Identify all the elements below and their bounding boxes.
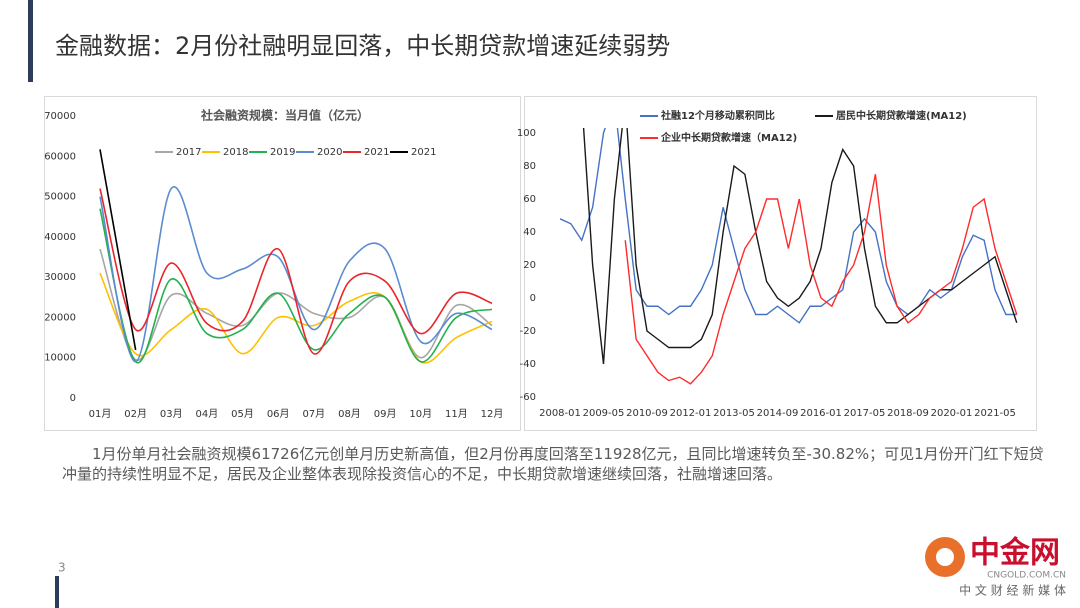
y-tick-label: -20 xyxy=(520,326,536,337)
chart-frame xyxy=(524,96,1037,431)
legend-label: 2021 xyxy=(364,147,389,158)
logo-icon xyxy=(936,548,954,566)
x-tick-label: 10月 xyxy=(409,408,432,420)
legend-label: 社融12个月移动累积同比 xyxy=(660,109,775,122)
legend-label: 2021 xyxy=(411,147,436,158)
series-line xyxy=(99,186,493,363)
x-tick-label: 06月 xyxy=(267,408,290,420)
x-tick-label: 04月 xyxy=(196,408,219,420)
x-tick-label: 2008-01 xyxy=(539,408,581,419)
x-tick-label: 01月 xyxy=(89,408,112,420)
y-tick-label: 60000 xyxy=(44,151,76,162)
y-tick-label: 80 xyxy=(523,161,536,172)
y-tick-label: 20 xyxy=(523,260,536,271)
body-text: 1月份单月社会融资规模61726亿元创单月历史新高值，但2月份再度回落至1192… xyxy=(62,445,1044,483)
legend-label: 居民中长期贷款增速(MA12) xyxy=(836,109,967,122)
x-tick-label: 02月 xyxy=(124,408,147,420)
series-line xyxy=(99,208,493,364)
y-tick-label: 0 xyxy=(530,293,536,304)
x-tick-label: 2013-05 xyxy=(713,408,755,419)
y-tick-label: 50000 xyxy=(44,192,76,203)
y-tick-label: 40000 xyxy=(44,232,76,243)
legend-label: 2019 xyxy=(270,147,295,158)
legend-label: 2017 xyxy=(176,147,201,158)
x-tick-label: 07月 xyxy=(302,408,325,420)
x-tick-label: 2018-09 xyxy=(887,408,929,419)
y-tick-label: 20000 xyxy=(44,312,76,323)
x-tick-label: 2010-09 xyxy=(626,408,668,419)
slide-title: 金融数据：2月份社融明显回落，中长期贷款增速延续弱势 xyxy=(55,32,670,60)
logo-url: CNGOLD.COM.CN xyxy=(987,571,1066,581)
y-tick-label: 0 xyxy=(70,393,76,404)
x-tick-label: 11月 xyxy=(445,408,468,420)
series-line xyxy=(624,174,1018,385)
x-tick-label: 2020-01 xyxy=(931,408,973,419)
x-tick-label: 09月 xyxy=(374,408,397,420)
legend-label: 2018 xyxy=(223,147,248,158)
y-tick-label: 70000 xyxy=(44,111,76,122)
legend-label: 企业中长期贷款增速（MA12) xyxy=(660,131,797,144)
y-tick-label: 60 xyxy=(523,194,536,205)
chart-title: 社会融资规模：当月值（亿元） xyxy=(200,108,369,123)
y-tick-label: 100 xyxy=(517,128,536,139)
series-line xyxy=(99,149,137,351)
y-tick-label: 40 xyxy=(523,227,536,238)
x-tick-label: 2012-01 xyxy=(670,408,712,419)
x-tick-label: 2021-05 xyxy=(974,408,1016,419)
x-tick-label: 2014-09 xyxy=(757,408,799,419)
plot-area xyxy=(99,149,493,364)
plot-area xyxy=(560,128,1018,385)
x-tick-label: 05月 xyxy=(231,408,254,420)
x-tick-label: 2009-05 xyxy=(583,408,625,419)
x-tick-label: 2017-05 xyxy=(844,408,886,419)
series-line xyxy=(99,188,493,355)
chart-frame xyxy=(44,96,521,431)
legend-label: 2020 xyxy=(317,147,342,158)
logo-slogan: 中 文 财 经 新 媒 体 xyxy=(959,583,1066,598)
accent-bar xyxy=(55,576,59,608)
x-tick-label: 08月 xyxy=(338,408,361,420)
page-number: 3 xyxy=(58,561,66,575)
series-line xyxy=(582,128,1018,365)
y-tick-label: -40 xyxy=(520,359,536,370)
accent-bar xyxy=(28,0,33,82)
series-line xyxy=(99,248,493,361)
series-line xyxy=(560,128,1017,324)
x-tick-label: 03月 xyxy=(160,408,183,420)
y-tick-label: 10000 xyxy=(44,353,76,364)
y-tick-label: 30000 xyxy=(44,272,76,283)
x-tick-label: 2016-01 xyxy=(800,408,842,419)
y-tick-label: -60 xyxy=(520,392,536,403)
x-tick-label: 12月 xyxy=(481,408,504,420)
logo-name: 中金网 xyxy=(970,536,1060,571)
